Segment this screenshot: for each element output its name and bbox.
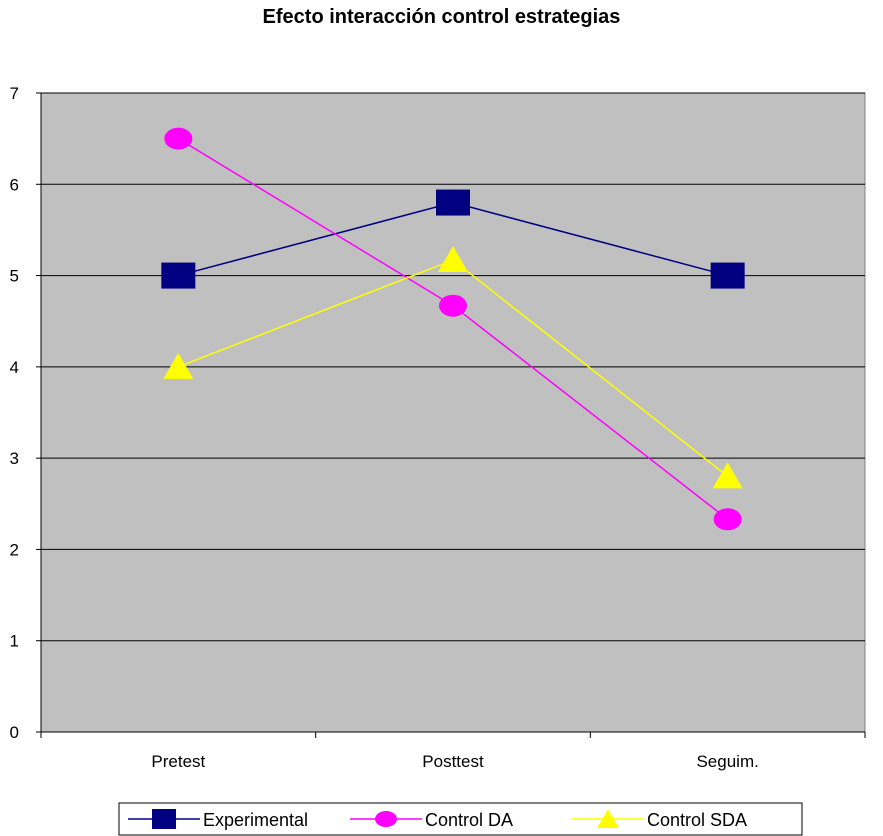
legend-box (118, 802, 803, 836)
y-tick-label: 7 (10, 84, 19, 103)
legend-marker-0 (152, 809, 176, 829)
series-group (161, 127, 745, 531)
legend: Experimental Control DA Control SDA (118, 802, 803, 836)
plot-area (40, 92, 866, 733)
y-tick-label: 4 (10, 358, 19, 377)
x-tick-label: Posttest (422, 752, 484, 771)
data-point-2-2 (712, 462, 743, 489)
data-point-2-1 (438, 246, 468, 273)
y-tick-label: 2 (10, 540, 19, 559)
legend-marker-1 (375, 811, 397, 827)
x-tick-label: Pretest (151, 752, 205, 771)
legend-marker-2 (597, 809, 619, 828)
y-axis-ticks: 0 1 2 3 4 5 6 7 (10, 84, 41, 742)
y-tick-label: 1 (10, 632, 19, 651)
x-tick-label: Seguim. (696, 752, 758, 771)
x-axis-ticks: Pretest Posttest Seguim. (40, 732, 866, 771)
data-point-1-0 (164, 127, 193, 150)
gridlines (41, 92, 865, 642)
legend-label-1: Control DA (425, 810, 513, 830)
y-tick-label: 0 (10, 723, 19, 742)
axes (40, 93, 865, 733)
data-point-1-2 (713, 508, 742, 531)
y-tick-label: 5 (10, 267, 19, 286)
data-point-2-0 (163, 352, 194, 379)
legend-label-2: Control SDA (647, 810, 747, 830)
y-tick-label: 6 (10, 175, 19, 194)
chart-title: Efecto interacción control estrategias (262, 6, 621, 28)
data-point-1-1 (439, 294, 467, 317)
data-point-0-0 (161, 262, 196, 289)
legend-label-0: Experimental (203, 810, 308, 830)
y-tick-label: 3 (10, 449, 19, 468)
data-point-0-2 (710, 262, 745, 289)
data-point-0-1 (436, 189, 470, 216)
